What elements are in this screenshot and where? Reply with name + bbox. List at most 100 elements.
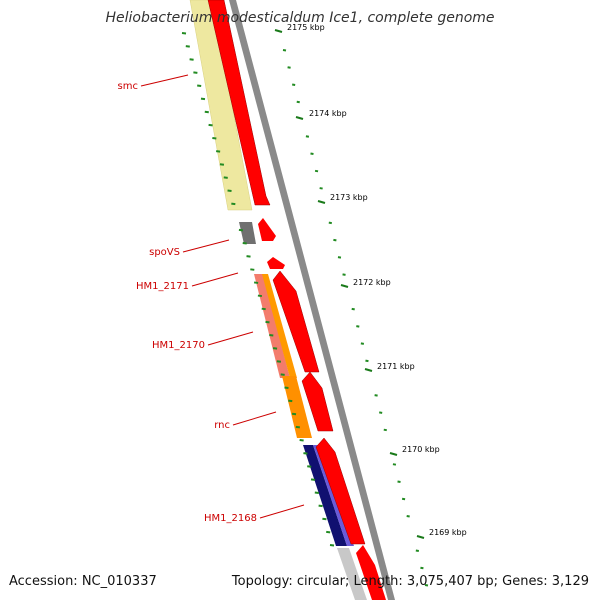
feature-next (337, 548, 367, 600)
gc-tick (261, 307, 266, 311)
cds-hm1-2170 (272, 270, 320, 373)
gc-tick (219, 163, 225, 166)
gc-tick (360, 342, 365, 345)
scale-tick-2172: 2172 kbp (340, 278, 391, 288)
gc-tick (253, 281, 259, 284)
gc-tick (287, 66, 291, 69)
gc-tick (329, 544, 335, 547)
svg-text:rnc: rnc (214, 420, 230, 431)
accession-label: Accession: NC_010337 (9, 574, 157, 589)
gene-label-spovs[interactable]: spoVS (149, 239, 230, 258)
gc-tick (420, 566, 424, 570)
cds-smc (207, 0, 271, 206)
gc-tick (392, 463, 397, 466)
gc-ticks-outer (282, 49, 429, 587)
scale-tick-2170: 2170 kbp (389, 445, 440, 456)
gc-tick (197, 84, 202, 88)
svg-text:HM1_2168: HM1_2168 (204, 513, 257, 524)
gc-tick (397, 480, 401, 483)
scale-tick-2174: 2174 kbp (295, 109, 347, 120)
gene-label-hm1-2170[interactable]: HM1_2170 (152, 331, 254, 351)
cds-next (356, 545, 386, 600)
svg-text:spoVS: spoVS (149, 247, 180, 258)
scale-tick-2173: 2173 kbp (317, 193, 368, 204)
genome-summary: Topology: circular; Length: 3,075,407 bp… (231, 574, 589, 589)
gc-tick (276, 360, 281, 363)
gc-tick (185, 45, 190, 48)
gc-tick (326, 530, 331, 534)
gc-tick (415, 549, 420, 552)
feature-hm1-2168 (303, 445, 347, 546)
gc-tick (242, 242, 247, 245)
gc-tick (351, 307, 355, 311)
gc-tick (204, 110, 209, 114)
gc-tick (291, 83, 296, 87)
gc-tick (246, 255, 251, 258)
gc-tick (284, 386, 289, 389)
gc-tick (295, 425, 300, 429)
gc-tick (374, 394, 378, 397)
gc-tick (280, 373, 285, 376)
gc-tick (314, 169, 319, 173)
gc-tick (424, 584, 429, 587)
gc-tick (314, 491, 319, 494)
gene-label-rnc[interactable]: rnc (214, 411, 277, 431)
gc-tick (257, 294, 263, 298)
gc-tick (227, 189, 232, 193)
gc-tick (282, 49, 287, 52)
gene-label-hm1-2171[interactable]: HM1_2171 (136, 272, 239, 292)
map-title: Heliobacterium modesticaldum Ice1, compl… (105, 10, 495, 26)
gc-tick (303, 452, 308, 455)
scale-tick-2175: 2175 kbp (274, 23, 325, 33)
gc-tick (250, 268, 255, 271)
gc-tick (231, 202, 236, 206)
cds-spovs (258, 218, 276, 241)
gc-tick (379, 411, 383, 414)
gc-tick (328, 221, 332, 225)
feature-spovs (239, 222, 256, 244)
gc-tick (269, 333, 274, 337)
gc-tick (189, 58, 194, 61)
tick-label-2175: 2175 kbp (287, 23, 325, 32)
gc-tick (333, 238, 337, 242)
gc-tick (200, 97, 206, 101)
gc-tick (365, 359, 369, 363)
cds-hm1-2168 (315, 437, 366, 545)
gc-tick (307, 465, 312, 468)
cds-rnc (301, 371, 334, 432)
gc-tick (318, 504, 323, 508)
gc-tick (310, 152, 314, 156)
gc-tick (208, 123, 213, 127)
gc-tick (356, 325, 360, 328)
tick-label-2173: 2173 kbp (330, 193, 368, 202)
gc-tick (223, 176, 228, 179)
tick-label-2171: 2171 kbp (377, 362, 415, 371)
gc-tick (337, 256, 342, 259)
gc-tick (401, 497, 406, 501)
gc-tick (288, 399, 293, 403)
svg-text:smc: smc (118, 81, 138, 92)
gc-tick (216, 150, 221, 153)
feature-rnc (282, 376, 312, 438)
gc-tick (291, 412, 297, 416)
gene-label-hm1-2168[interactable]: HM1_2168 (204, 504, 305, 524)
gc-tick (299, 438, 304, 442)
scale-tick-2171: 2171 kbp (364, 362, 415, 372)
gc-ticks-inner (181, 32, 335, 547)
tick-label-2169: 2169 kbp (429, 528, 467, 537)
feature-smc (189, 0, 253, 211)
gc-tick (193, 71, 198, 74)
gc-tick (265, 320, 270, 324)
gene-label-smc[interactable]: smc (118, 74, 189, 92)
gc-tick (310, 478, 316, 481)
gc-tick (319, 187, 323, 190)
cds-hm1-2171 (267, 257, 285, 269)
feature-hm1-2170 (254, 274, 290, 378)
gc-tick (212, 137, 217, 140)
gc-tick (322, 517, 327, 521)
scale-tick-2169: 2169 kbp (416, 528, 467, 539)
svg-text:HM1_2170: HM1_2170 (152, 340, 205, 351)
gc-tick (296, 100, 300, 104)
gc-tick (181, 32, 187, 35)
